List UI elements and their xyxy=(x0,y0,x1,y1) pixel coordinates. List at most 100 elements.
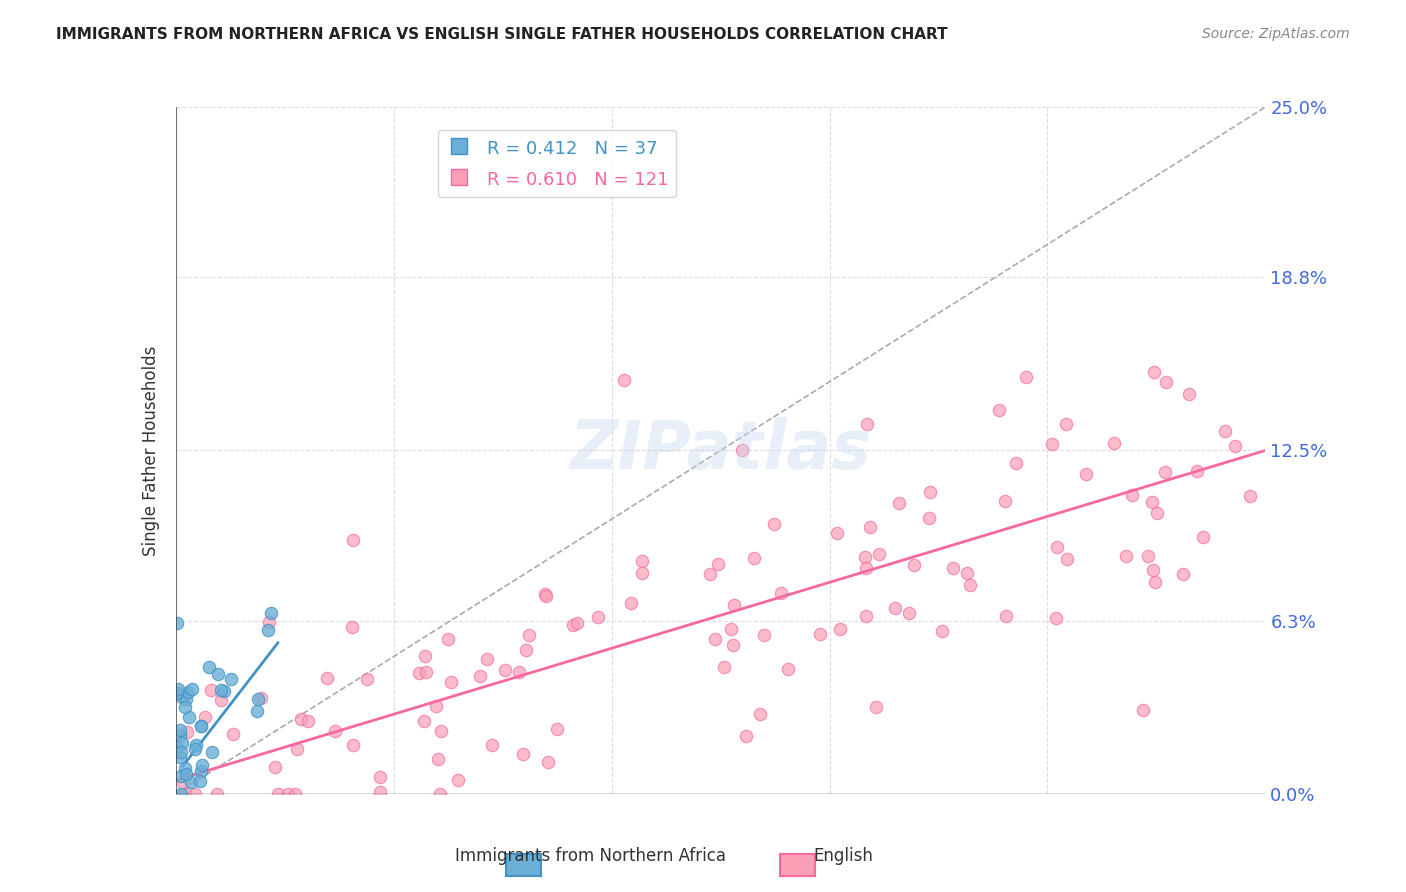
Point xyxy=(1142,563,1164,577)
Point xyxy=(297,714,319,729)
Point xyxy=(174,761,197,775)
Point xyxy=(470,669,492,683)
Point xyxy=(859,519,882,533)
Point xyxy=(219,672,242,686)
Point xyxy=(429,723,451,738)
Point xyxy=(177,709,200,723)
Text: English: English xyxy=(814,847,873,865)
Point xyxy=(475,652,498,666)
Point xyxy=(174,766,197,780)
Point xyxy=(1239,490,1261,504)
Point xyxy=(903,558,925,572)
Legend: R = 0.412   N = 37, R = 0.610   N = 121: R = 0.412 N = 37, R = 0.610 N = 121 xyxy=(439,130,676,197)
Point xyxy=(342,738,364,752)
Point xyxy=(1142,495,1164,509)
Point xyxy=(776,662,799,676)
Point xyxy=(1040,437,1063,451)
Point xyxy=(721,638,744,652)
Point xyxy=(561,617,583,632)
Point xyxy=(889,496,911,510)
Point xyxy=(865,700,887,714)
Point xyxy=(283,787,305,801)
Point xyxy=(447,773,470,788)
Point xyxy=(190,764,212,778)
Text: Source: ZipAtlas.com: Source: ZipAtlas.com xyxy=(1202,27,1350,41)
Point xyxy=(855,561,877,575)
Point xyxy=(257,615,280,629)
Point xyxy=(190,718,212,732)
Point xyxy=(184,741,207,756)
Point xyxy=(166,616,188,631)
Point xyxy=(988,402,1011,417)
Point xyxy=(166,681,188,696)
Point xyxy=(1146,507,1168,521)
Point xyxy=(1173,566,1195,581)
Point xyxy=(763,517,786,532)
Point xyxy=(209,683,232,698)
Point xyxy=(190,757,212,772)
Point xyxy=(855,417,877,431)
Point xyxy=(1132,703,1154,717)
Point xyxy=(534,589,557,603)
Point xyxy=(494,663,516,677)
Point xyxy=(631,554,654,568)
Point xyxy=(440,675,463,690)
Point xyxy=(884,600,907,615)
Point xyxy=(169,723,191,737)
Point xyxy=(567,616,589,631)
Point xyxy=(703,632,725,646)
Point xyxy=(174,700,197,714)
Point xyxy=(742,551,765,566)
Point xyxy=(808,627,831,641)
Point xyxy=(174,692,197,706)
Point xyxy=(1056,552,1078,566)
Point xyxy=(1121,488,1143,502)
Point xyxy=(184,787,207,801)
Point xyxy=(1213,424,1236,438)
Point xyxy=(853,549,876,564)
Point xyxy=(315,671,337,685)
Point xyxy=(170,745,193,759)
Point xyxy=(931,624,953,638)
Point xyxy=(1005,456,1028,470)
Point xyxy=(166,685,188,699)
Point xyxy=(412,714,434,728)
Point xyxy=(481,738,503,752)
Point xyxy=(613,373,636,387)
Point xyxy=(264,760,287,774)
Point xyxy=(620,596,643,610)
Point xyxy=(731,442,754,457)
Point xyxy=(176,724,198,739)
Point xyxy=(285,741,308,756)
Point xyxy=(214,683,236,698)
Point xyxy=(533,587,555,601)
Point xyxy=(512,747,534,761)
Point xyxy=(707,557,730,571)
Point xyxy=(256,624,278,638)
Point xyxy=(1192,530,1215,544)
Point xyxy=(956,566,979,581)
Point xyxy=(190,719,212,733)
Point xyxy=(170,769,193,783)
Point xyxy=(250,690,273,705)
Text: ZIPatlas: ZIPatlas xyxy=(569,417,872,483)
Point xyxy=(546,722,568,736)
Point xyxy=(631,566,654,581)
Point xyxy=(897,606,920,620)
Point xyxy=(699,566,721,581)
Point xyxy=(1045,540,1067,554)
Point xyxy=(340,620,363,634)
Point xyxy=(207,667,229,681)
Point xyxy=(735,729,758,743)
Point xyxy=(172,776,194,790)
Point xyxy=(586,610,609,624)
Point xyxy=(437,632,460,646)
Point xyxy=(942,561,965,575)
Point xyxy=(713,660,735,674)
Point xyxy=(170,735,193,749)
Point xyxy=(1102,436,1125,450)
Point xyxy=(342,533,364,547)
Point xyxy=(408,666,430,681)
Point xyxy=(177,685,200,699)
Point xyxy=(194,710,217,724)
